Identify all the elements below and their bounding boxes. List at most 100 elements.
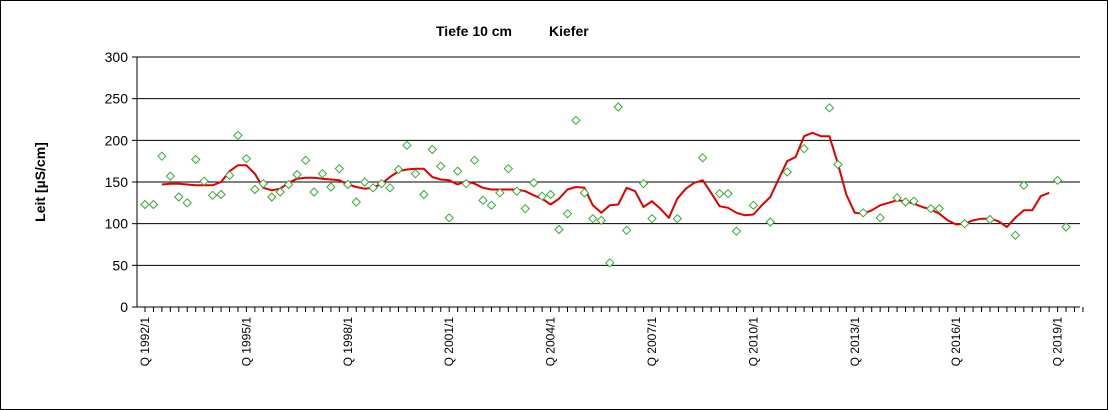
x-tick-label: Q 2016/1	[949, 317, 963, 367]
x-tick-label: Q 1992/1	[138, 317, 152, 367]
x-tick-label: Q 1995/1	[239, 317, 253, 367]
data-point-diamond	[596, 215, 607, 226]
data-point-diamond	[1052, 175, 1063, 186]
x-tick-label: Q 2013/1	[848, 317, 862, 367]
data-point-diamond	[520, 203, 530, 214]
data-point-diamond	[926, 203, 936, 214]
data-point-diamond	[537, 191, 547, 201]
data-point-diamond	[199, 176, 209, 186]
data-point-diamond	[359, 177, 370, 187]
y-tick-label: 250	[105, 91, 129, 107]
y-tick-label: 300	[105, 49, 129, 65]
data-point-diamond	[1019, 180, 1029, 191]
data-point-diamond	[647, 213, 657, 224]
data-point-diamond	[174, 192, 184, 202]
data-point-diamond	[402, 140, 412, 151]
data-point-diamond	[436, 161, 446, 171]
data-point-diamond	[985, 214, 995, 225]
moving-average-line	[161, 131, 1050, 228]
data-point-diamond	[410, 168, 421, 179]
x-tick-label: Q 2010/1	[746, 317, 760, 367]
chart-title-depth: Tiefe 10 cm	[436, 23, 512, 39]
data-point-diamond	[833, 159, 843, 170]
data-point-diamond	[343, 179, 353, 190]
data-point-diamond	[233, 130, 243, 141]
data-point-diamond	[875, 213, 885, 223]
data-point-diamond	[892, 193, 902, 203]
measurement-markers	[140, 102, 1071, 268]
data-point-diamond	[495, 188, 505, 198]
data-point-diamond	[250, 184, 260, 195]
data-point-diamond	[799, 143, 809, 154]
data-point-diamond	[1010, 230, 1021, 241]
data-point-diamond	[461, 178, 471, 189]
data-point-diamond	[326, 182, 336, 192]
x-tick-label: Q 2019/1	[1051, 317, 1065, 367]
data-point-diamond	[182, 198, 192, 208]
axes	[136, 57, 1084, 312]
data-point-diamond	[368, 183, 378, 193]
data-point-diamond	[216, 189, 226, 200]
data-point-diamond	[723, 188, 733, 199]
data-point-diamond	[748, 200, 759, 211]
data-point-diamond	[765, 217, 776, 227]
data-point-diamond	[334, 163, 345, 174]
data-point-diamond	[351, 197, 361, 207]
y-tick-label: 200	[105, 132, 129, 148]
x-tick-label: Q 2007/1	[645, 317, 659, 367]
chart-title-tree: Kiefer	[549, 23, 589, 39]
y-tick-label: 50	[112, 257, 128, 273]
data-point-diamond	[317, 168, 328, 179]
data-point-diamond	[165, 171, 176, 181]
data-point-diamond	[909, 196, 919, 206]
y-tick-labels: 0 50 100 150 200 250 300	[105, 49, 129, 315]
data-point-diamond	[267, 192, 277, 202]
data-point-diamond	[588, 213, 598, 224]
data-point-diamond	[858, 208, 868, 218]
data-point-diamond	[452, 166, 463, 176]
data-point-diamond	[554, 224, 564, 235]
y-tick-label: 150	[105, 174, 129, 190]
y-tick-label: 0	[120, 299, 128, 315]
data-point-diamond	[224, 170, 235, 181]
data-point-diamond	[697, 153, 708, 163]
data-point-diamond	[140, 199, 150, 210]
data-point-diamond	[385, 183, 395, 193]
x-tick-label: Q 2004/1	[544, 317, 558, 367]
x-tick-labels: Q 1992/1 Q 1995/1 Q 1998/1 Q 2001/1 Q 2004/1…	[138, 317, 1065, 367]
data-point-diamond	[469, 155, 480, 166]
data-point-diamond	[444, 213, 454, 223]
data-point-diamond	[292, 169, 302, 180]
data-point-diamond	[959, 218, 970, 229]
y-axis-label: Leit [µS/cm]	[32, 142, 48, 222]
data-point-diamond	[478, 195, 488, 206]
data-point-diamond	[545, 189, 556, 200]
x-tick-label: Q 2001/1	[442, 317, 456, 367]
data-point-diamond	[283, 179, 294, 190]
data-point-diamond	[207, 190, 218, 201]
data-point-diamond	[275, 187, 285, 197]
y-tick-label: 100	[105, 216, 129, 232]
data-point-diamond	[672, 213, 683, 224]
data-point-diamond	[393, 164, 404, 175]
data-point-diamond	[309, 187, 319, 197]
data-point-diamond	[613, 102, 623, 112]
moving-average-polyline	[161, 131, 1050, 228]
data-point-diamond	[1061, 222, 1071, 232]
data-point-diamond	[512, 186, 522, 196]
data-point-diamond	[528, 178, 539, 188]
data-point-diamond	[157, 151, 167, 161]
data-point-diamond	[148, 199, 159, 210]
data-point-diamond	[300, 155, 311, 166]
data-point-diamond	[571, 115, 581, 126]
data-point-diamond	[782, 167, 792, 177]
data-point-diamond	[731, 226, 742, 236]
data-point-diamond	[900, 197, 911, 207]
data-point-diamond	[486, 200, 497, 211]
data-point-diamond	[258, 178, 269, 189]
data-point-diamond	[638, 178, 649, 189]
data-point-diamond	[503, 163, 514, 174]
x-tick-label: Q 1998/1	[341, 317, 355, 367]
data-point-diamond	[621, 225, 632, 236]
